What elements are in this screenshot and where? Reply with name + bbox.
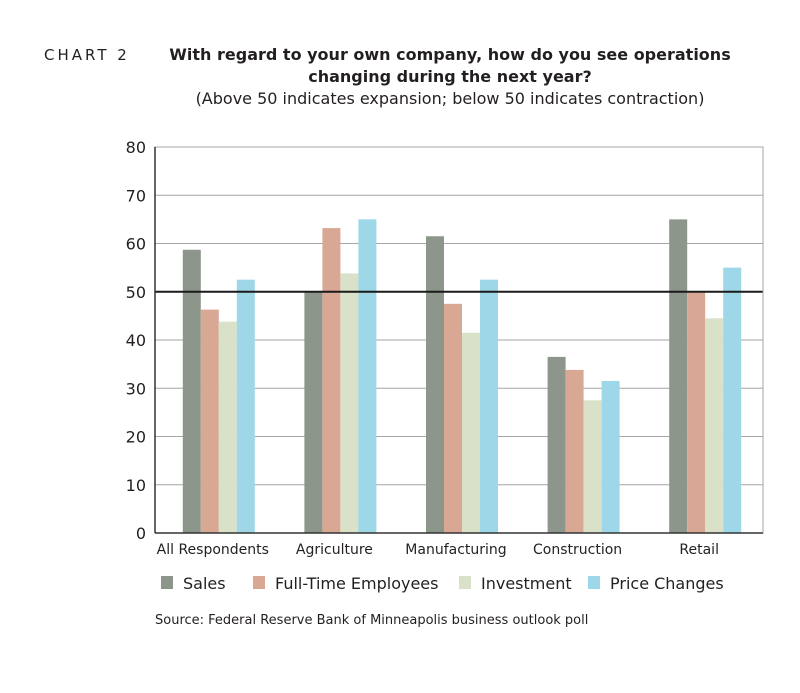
y-tick-label: 20 (126, 428, 146, 447)
bar (236, 279, 255, 533)
bar (182, 249, 201, 533)
bar (444, 303, 462, 533)
x-tick-label: All Respondents (157, 542, 269, 558)
legend-label: Full-Time Employees (275, 574, 438, 593)
y-tick-label: 60 (126, 235, 146, 254)
bar (723, 267, 742, 533)
legend-label: Sales (183, 574, 226, 593)
y-tick-label: 40 (126, 331, 146, 350)
bar (200, 309, 219, 533)
bar (426, 236, 444, 533)
bar (583, 400, 602, 533)
bar (322, 228, 341, 533)
x-tick-label: Manufacturing (405, 542, 506, 558)
legend-label: Investment (481, 574, 572, 593)
bar (601, 381, 620, 533)
bar (462, 332, 480, 533)
chart-title-line-2: changing during the next year? (308, 67, 592, 86)
bar (547, 356, 566, 533)
y-tick-label: 0 (136, 524, 146, 543)
bar (218, 321, 237, 533)
bar (687, 291, 706, 533)
y-tick-label: 50 (126, 283, 146, 302)
legend-swatch (459, 576, 471, 589)
bar (565, 369, 584, 533)
x-tick-label: Agriculture (296, 542, 373, 558)
bar (358, 219, 377, 533)
bar (480, 279, 498, 533)
y-tick-label: 70 (126, 186, 146, 205)
bar (669, 219, 688, 533)
x-tick-label: Construction (533, 542, 622, 558)
bar (304, 291, 323, 533)
chart-title-line-1: With regard to your own company, how do … (169, 45, 731, 64)
chart-subtitle: (Above 50 indicates expansion; below 50 … (195, 89, 705, 108)
bar (340, 273, 359, 533)
bar (705, 318, 724, 533)
legend-label: Price Changes (610, 574, 724, 593)
y-tick-label: 30 (126, 379, 146, 398)
chart-title: With regard to your own company, how do … (150, 44, 750, 110)
legend-swatch (161, 576, 173, 589)
x-tick-label: Retail (679, 542, 719, 558)
chart-number-label: CHART 2 (44, 46, 130, 64)
source-note: Source: Federal Reserve Bank of Minneapo… (155, 613, 589, 628)
legend-swatch (253, 576, 265, 589)
y-tick-label: 10 (126, 476, 146, 495)
legend-swatch (588, 576, 600, 589)
y-tick-label: 80 (126, 138, 146, 157)
